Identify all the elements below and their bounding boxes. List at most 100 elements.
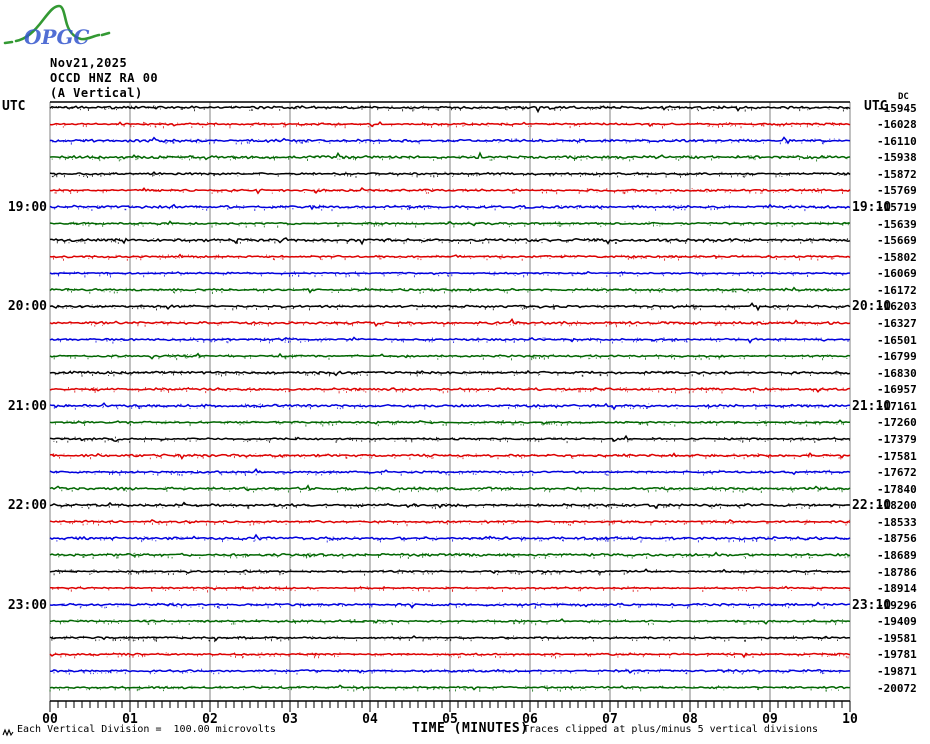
dc-offset-value: -18914 <box>877 582 917 595</box>
trace-row <box>49 468 851 476</box>
trace-row <box>49 452 851 460</box>
trace-speckle <box>49 618 847 626</box>
left-hour-label: 20:00 <box>7 299 47 315</box>
trace-speckle <box>55 652 849 659</box>
dc-offset-value: -16172 <box>877 283 917 297</box>
dc-offset-value: -15769 <box>877 184 917 198</box>
trace-speckle <box>53 436 850 444</box>
dc-offset-value: -20072 <box>877 681 917 695</box>
dc-offset-value: -18786 <box>877 565 917 579</box>
trace-speckle <box>54 204 849 212</box>
x-tick-label: 05 <box>442 712 458 727</box>
trace-row <box>49 286 851 294</box>
dc-offset-value: -16799 <box>877 350 917 364</box>
x-tick-label: 01 <box>122 712 138 727</box>
trace-row <box>49 105 851 114</box>
dc-offset-value: -16327 <box>877 316 917 330</box>
right-hour-label: 19:10 <box>852 199 892 215</box>
dc-offset-value: -17161 <box>877 399 917 413</box>
logo-text: OPGC <box>24 25 90 49</box>
trace-speckle <box>53 668 850 675</box>
trace-speckle <box>59 519 850 527</box>
dc-offset-value: -16830 <box>877 366 917 380</box>
dc-offset-value: -18689 <box>877 548 917 562</box>
trace-speckle <box>51 552 850 560</box>
dc-offset-value: -15945 <box>877 101 917 115</box>
left-utc-label: UTC <box>2 99 26 114</box>
dc-offset-value: -17840 <box>877 482 917 496</box>
x-tick-label: 06 <box>522 712 538 727</box>
left-hour-label: 19:00 <box>7 199 47 215</box>
right-hour-label: 22:10 <box>852 498 892 514</box>
waveform-glyph-icon <box>2 728 14 737</box>
dc-offset-value: -15719 <box>877 200 917 214</box>
dc-offset-value: -16069 <box>877 267 917 281</box>
dc-offset-value: -15938 <box>877 151 917 165</box>
trace-speckle <box>64 386 844 394</box>
dc-offset-value: -16028 <box>877 118 917 132</box>
trace-row <box>49 668 851 674</box>
trace-row <box>49 317 851 328</box>
left-hour-label: 22:00 <box>7 498 47 514</box>
dc-offset-value: -19409 <box>877 615 917 629</box>
trace-speckle <box>49 138 840 145</box>
trace-row <box>49 387 851 393</box>
right-utc-label: UTC <box>864 99 888 114</box>
dc-offset-value: -18756 <box>877 532 917 546</box>
dc-offset-value: -16957 <box>877 383 917 397</box>
dc-offset-value: -17260 <box>877 416 917 430</box>
trace-row <box>49 121 851 128</box>
trace-row <box>49 419 851 425</box>
trace-speckle <box>53 569 843 576</box>
date-title: Nov21,2025 <box>50 56 128 70</box>
dc-offset-value: -19871 <box>877 664 917 678</box>
right-hour-label: 23:10 <box>852 597 892 613</box>
trace-speckle <box>49 685 845 692</box>
trace-speckle <box>56 237 849 245</box>
trace-speckle <box>53 353 848 361</box>
trace-row <box>49 237 851 246</box>
trace-speckle <box>51 154 848 162</box>
trace-speckle <box>54 370 842 377</box>
observatory-logo: OPGC <box>3 4 111 49</box>
dc-offset-value: -18200 <box>877 499 917 513</box>
trace-speckle <box>62 320 823 328</box>
trace-speckle <box>53 271 844 278</box>
dc-column-header: DC <box>898 92 909 102</box>
clip-note: Traces clipped at plus/minus 5 vertical … <box>523 724 819 735</box>
trace-speckle <box>51 635 838 643</box>
trace-speckle <box>60 502 845 510</box>
dc-offset-value: -16110 <box>877 134 917 148</box>
right-hour-label: 20:10 <box>852 299 892 315</box>
right-hour-label: 21:10 <box>852 398 892 414</box>
x-tick-label: 04 <box>362 712 378 727</box>
trace-speckle <box>59 486 843 493</box>
x-tick-label: 00 <box>42 712 58 727</box>
trace-row <box>49 402 851 411</box>
x-tick-label: 08 <box>682 712 698 727</box>
trace-row <box>49 684 851 691</box>
trace-speckle <box>51 420 844 427</box>
dc-offset-value: -15639 <box>877 217 917 231</box>
x-axis-title: TIME (MINUTES) <box>412 721 529 736</box>
x-tick-label: 03 <box>282 712 298 727</box>
trace-speckle <box>54 188 844 195</box>
dc-offset-value: -19781 <box>877 648 917 662</box>
trace-row <box>49 518 851 525</box>
dc-offset-value: -18533 <box>877 515 917 529</box>
trace-speckle <box>51 171 851 179</box>
trace-speckle <box>52 453 844 460</box>
dc-offset-value: -19581 <box>877 631 917 645</box>
dc-offset-value: -17672 <box>877 466 917 479</box>
trace-row <box>49 336 851 344</box>
dc-offset-value: -19296 <box>877 598 917 612</box>
trace-row <box>49 136 851 145</box>
dc-offset-value: -17581 <box>877 449 917 463</box>
station-title: OCCD HNZ RA 00 <box>50 71 159 85</box>
trace-speckle <box>56 469 840 477</box>
trace-row <box>49 585 851 590</box>
trace-speckle <box>49 254 847 261</box>
trace-row <box>49 352 851 360</box>
trace-speckle <box>56 536 848 543</box>
